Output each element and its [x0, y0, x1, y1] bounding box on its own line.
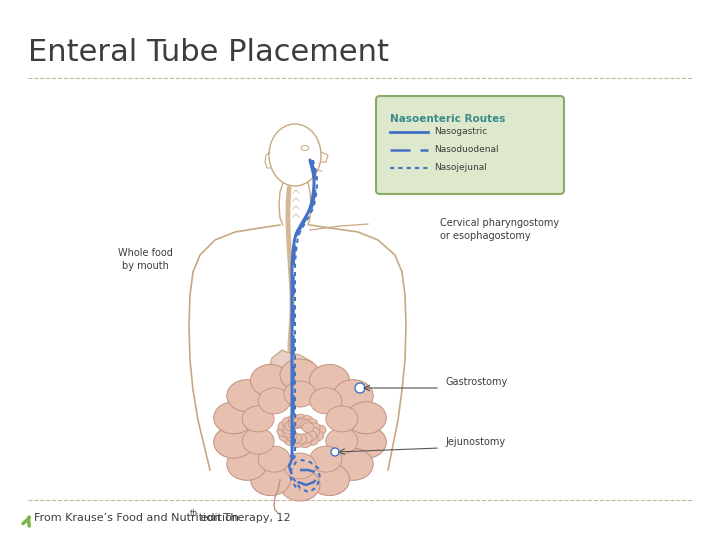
Ellipse shape — [326, 428, 358, 454]
Ellipse shape — [283, 428, 295, 437]
Ellipse shape — [288, 415, 300, 424]
Ellipse shape — [289, 433, 302, 443]
Ellipse shape — [284, 421, 297, 431]
Ellipse shape — [280, 359, 320, 391]
Text: th: th — [190, 510, 198, 518]
Text: Nasojejunal: Nasojejunal — [434, 164, 487, 172]
Ellipse shape — [312, 431, 324, 441]
Ellipse shape — [310, 364, 349, 396]
Ellipse shape — [285, 431, 297, 441]
Ellipse shape — [251, 463, 290, 496]
Text: Nasoenteric Routes: Nasoenteric Routes — [390, 114, 505, 124]
Ellipse shape — [284, 453, 316, 479]
Ellipse shape — [310, 463, 349, 496]
Ellipse shape — [214, 402, 253, 434]
Ellipse shape — [310, 388, 342, 414]
Ellipse shape — [310, 446, 342, 472]
Text: Cervical pharyngostomy
or esophagostomy: Cervical pharyngostomy or esophagostomy — [440, 218, 559, 241]
Ellipse shape — [308, 423, 320, 433]
Ellipse shape — [283, 424, 295, 434]
Ellipse shape — [214, 426, 253, 458]
Text: Enteral Tube Placement: Enteral Tube Placement — [28, 38, 389, 67]
Ellipse shape — [326, 406, 358, 432]
Text: edition.: edition. — [197, 513, 243, 523]
Text: From Krause’s Food and Nutrition Therapy, 12: From Krause’s Food and Nutrition Therapy… — [34, 513, 291, 523]
Ellipse shape — [258, 446, 290, 472]
Ellipse shape — [277, 426, 289, 436]
Ellipse shape — [297, 418, 309, 429]
Ellipse shape — [227, 448, 267, 480]
Ellipse shape — [307, 435, 318, 445]
Ellipse shape — [282, 417, 294, 427]
Ellipse shape — [242, 428, 274, 454]
Ellipse shape — [278, 421, 290, 431]
Ellipse shape — [301, 416, 313, 426]
Ellipse shape — [299, 438, 311, 448]
Text: Jejunostomy: Jejunostomy — [445, 437, 505, 447]
Ellipse shape — [307, 427, 320, 437]
Ellipse shape — [300, 433, 312, 443]
Text: Nasogastric: Nasogastric — [434, 127, 487, 137]
Ellipse shape — [302, 422, 314, 433]
Ellipse shape — [284, 381, 316, 407]
Text: Nasoduodenal: Nasoduodenal — [434, 145, 499, 154]
Ellipse shape — [346, 402, 387, 434]
Ellipse shape — [306, 418, 318, 429]
Ellipse shape — [294, 434, 307, 444]
FancyBboxPatch shape — [376, 96, 564, 194]
Ellipse shape — [305, 431, 317, 441]
Ellipse shape — [300, 420, 312, 430]
Ellipse shape — [314, 425, 326, 435]
Ellipse shape — [292, 418, 305, 428]
Ellipse shape — [346, 426, 387, 458]
Ellipse shape — [355, 383, 365, 393]
Text: Whole food
by mouth: Whole food by mouth — [117, 248, 172, 271]
Ellipse shape — [284, 435, 296, 445]
Text: Gastrostomy: Gastrostomy — [445, 377, 508, 387]
Ellipse shape — [258, 388, 290, 414]
Ellipse shape — [279, 431, 291, 441]
Ellipse shape — [280, 469, 320, 501]
Ellipse shape — [333, 448, 373, 480]
Ellipse shape — [288, 419, 300, 429]
Ellipse shape — [251, 364, 290, 396]
Polygon shape — [268, 350, 318, 406]
Ellipse shape — [333, 380, 373, 411]
Ellipse shape — [295, 414, 307, 424]
Ellipse shape — [291, 438, 303, 448]
Ellipse shape — [242, 406, 274, 432]
Ellipse shape — [227, 380, 267, 411]
Ellipse shape — [331, 448, 339, 456]
